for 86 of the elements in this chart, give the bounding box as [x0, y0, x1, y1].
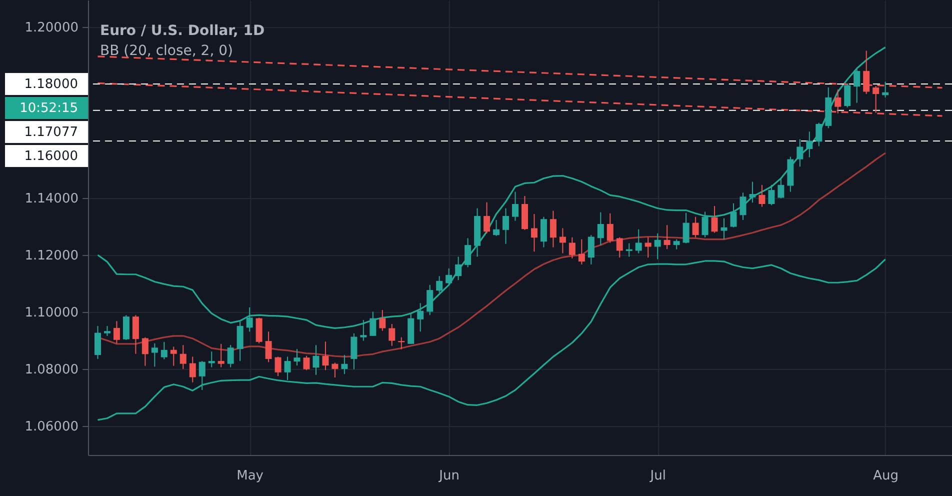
- candlestick: [616, 236, 623, 258]
- candlestick: [122, 314, 130, 340]
- ref-line-label: 1.18000: [24, 77, 78, 92]
- text: Euro / U.S. Dollar, 1D: [100, 23, 265, 39]
- candlestick: [484, 202, 490, 234]
- candlestick: [160, 341, 168, 360]
- candlestick: [568, 236, 576, 259]
- y-tick-label: 1.12000: [24, 248, 78, 264]
- candlestick: [284, 356, 291, 381]
- candlestick: [294, 348, 300, 366]
- y-tick-label: 1.08000: [24, 362, 78, 378]
- candlestick: [493, 219, 500, 236]
- candlestick: [265, 331, 272, 363]
- candlestick: [654, 232, 661, 260]
- candlestick: [530, 213, 538, 252]
- candlestick: [559, 228, 566, 254]
- candlestick: [436, 276, 443, 294]
- candlestick: [208, 351, 215, 368]
- candlestick: [426, 284, 434, 316]
- candlestick: [720, 218, 728, 240]
- candlestick: [464, 238, 472, 268]
- candlestick: [256, 317, 262, 344]
- candlestick: [796, 138, 804, 168]
- line-series: [96, 258, 886, 421]
- candlestick: [578, 238, 585, 265]
- candlestick: [749, 181, 756, 204]
- candlestick: [597, 212, 604, 246]
- candlestick: [692, 216, 699, 238]
- candlestick: [682, 212, 690, 244]
- candlestick: [635, 228, 642, 254]
- x-tick-label: Jul: [649, 468, 666, 484]
- candlestick: [142, 336, 148, 366]
- candlestick: [388, 323, 396, 346]
- candlestick: [350, 332, 358, 370]
- candlestick: [189, 356, 196, 383]
- candlestick: [740, 192, 746, 220]
- candlestick: [303, 355, 310, 371]
- ref-line-label: 1.17077: [24, 125, 78, 140]
- candlestick: [322, 341, 329, 371]
- candlestick: [379, 309, 386, 332]
- candlestick: [132, 314, 139, 354]
- candlestick: [778, 178, 784, 199]
- text: 10:52:15: [20, 101, 78, 116]
- candlestick: [446, 268, 452, 285]
- candlestick: [673, 238, 680, 250]
- y-tick-label: 1.14000: [24, 192, 78, 207]
- candlestick: [332, 362, 338, 378]
- candlestick: [816, 122, 822, 147]
- candlestick: [113, 320, 120, 344]
- candlestick: [702, 211, 708, 238]
- candlestick: [854, 68, 860, 104]
- candlestick: [227, 344, 234, 368]
- candlestick: [730, 202, 737, 228]
- candlestick: [550, 210, 556, 248]
- candlestick: [844, 82, 851, 108]
- candlestick: [104, 325, 110, 336]
- candlestick: [218, 343, 224, 368]
- candlestick: [711, 205, 718, 234]
- candlestick: [806, 131, 813, 158]
- candlestick: [180, 344, 186, 370]
- x-tick-label: Jun: [438, 468, 460, 484]
- y-tick-label: 1.10000: [24, 305, 78, 320]
- candlestick: [644, 236, 652, 258]
- candlestick: [198, 360, 206, 391]
- candlestick: [588, 234, 594, 265]
- text: BB (20, close, 2, 0): [100, 43, 233, 59]
- x-tick-label: May: [236, 468, 264, 484]
- y-tick-label: 1.06000: [24, 419, 78, 434]
- x-tick-label: Aug: [873, 468, 899, 484]
- candlestick: [664, 224, 670, 250]
- candlestick: [312, 344, 320, 376]
- candlestick: [502, 208, 510, 244]
- candlestick: [768, 184, 775, 206]
- candlestick: [540, 216, 547, 248]
- candlestick: [455, 256, 462, 281]
- candlestick: [834, 88, 842, 114]
- candlestick: [758, 184, 766, 208]
- candlestick: [151, 342, 158, 368]
- candlestick: [341, 354, 348, 375]
- candlestick: [274, 356, 282, 377]
- candlestick: [512, 191, 519, 222]
- candlestick: [170, 346, 177, 366]
- candlestick: [94, 325, 101, 360]
- y-tick-label: 1.20000: [24, 20, 78, 36]
- ref-line-label: 1.16000: [24, 149, 78, 164]
- candlestick: [606, 212, 614, 244]
